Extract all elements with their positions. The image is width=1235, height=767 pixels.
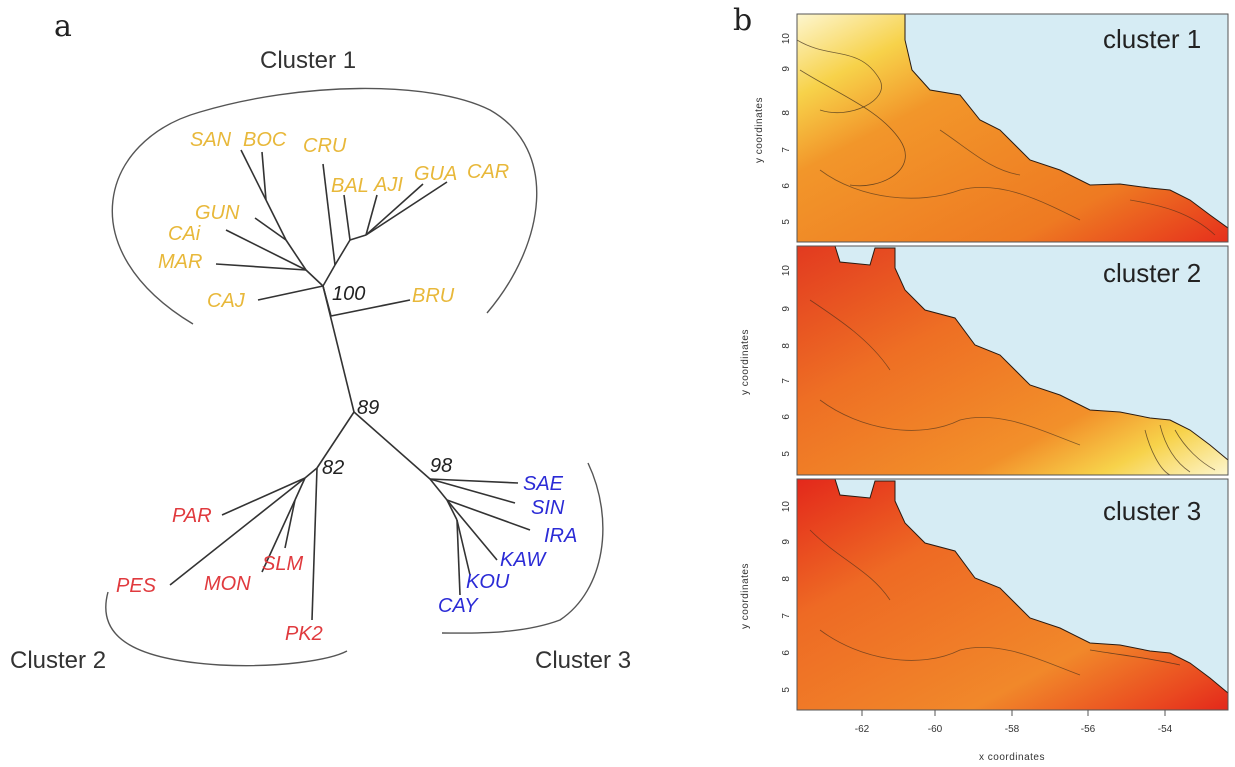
leaf-label: BAL <box>331 175 369 197</box>
svg-text:9: 9 <box>781 306 792 312</box>
leaf-label: SLM <box>262 553 303 575</box>
leaf-label: PAR <box>172 505 212 527</box>
cluster-2-leaves: PAR PES MON SLM PK2 <box>116 505 323 645</box>
y-axis-label: y coordinates <box>754 97 765 163</box>
cluster-1-arc <box>111 87 538 325</box>
leaf-label: BOC <box>243 129 287 151</box>
cluster-3-title: Cluster 3 <box>535 647 631 674</box>
svg-text:7: 7 <box>781 147 792 153</box>
svg-text:10: 10 <box>781 265 792 277</box>
svg-text:9: 9 <box>781 66 792 72</box>
svg-text:10: 10 <box>781 33 792 45</box>
svg-text:5: 5 <box>781 687 792 693</box>
tree-branches <box>169 149 531 621</box>
y-axis-ticks: 10 9 8 7 6 5 <box>781 501 792 693</box>
map-title: cluster 1 <box>1103 24 1201 54</box>
map-cluster-1: cluster 1 10 9 8 7 6 5 y coordinates <box>754 13 1229 243</box>
svg-text:6: 6 <box>781 650 792 656</box>
svg-text:5: 5 <box>781 219 792 225</box>
leaf-label: KOU <box>466 571 510 593</box>
cluster-1-leaves: SAN BOC CRU BAL AJI GUA CAR GUN CAi MAR … <box>158 129 509 312</box>
y-axis-ticks: 10 9 8 7 6 5 <box>781 33 792 225</box>
leaf-label: MAR <box>158 251 202 273</box>
y-axis-label: y coordinates <box>740 329 751 395</box>
panel-a-letter: a <box>54 9 72 44</box>
svg-text:8: 8 <box>781 110 792 116</box>
leaf-label: PK2 <box>285 623 323 645</box>
svg-text:8: 8 <box>781 343 792 349</box>
svg-text:9: 9 <box>781 539 792 545</box>
cluster-2-title: Cluster 2 <box>10 647 106 674</box>
leaf-label: CRU <box>303 135 347 157</box>
map-cluster-3: cluster 3 10 9 8 7 6 5 y coordinates <box>740 478 1229 711</box>
x-axis: -62 -60 -58 -56 -54 x coordinates <box>855 710 1173 763</box>
svg-text:7: 7 <box>781 613 792 619</box>
leaf-label: PES <box>116 575 157 597</box>
leaf-label: BRU <box>412 285 455 307</box>
bootstrap-value: 82 <box>322 457 344 479</box>
leaf-label: KAW <box>500 549 547 571</box>
leaf-label: IRA <box>544 525 577 547</box>
y-axis-ticks: 10 9 8 7 6 5 <box>781 265 792 457</box>
leaf-label: CAY <box>438 595 479 617</box>
leaf-label: GUN <box>195 202 240 224</box>
cluster-3-arc <box>441 462 604 634</box>
land-heatmap <box>797 479 1228 710</box>
leaf-label: CAJ <box>207 290 246 312</box>
x-tick: -58 <box>1005 724 1020 735</box>
y-axis-label: y coordinates <box>740 563 751 629</box>
panel-b-letter: b <box>733 3 752 38</box>
svg-text:7: 7 <box>781 378 792 384</box>
x-tick: -62 <box>855 724 870 735</box>
panel-b-maps: b cluster 1 10 9 8 7 6 5 <box>733 3 1229 763</box>
svg-text:8: 8 <box>781 576 792 582</box>
bootstrap-value: 89 <box>357 397 379 419</box>
leaf-label: SAN <box>190 129 232 151</box>
leaf-label: MON <box>204 573 251 595</box>
svg-text:6: 6 <box>781 183 792 189</box>
cluster-1-title: Cluster 1 <box>260 47 356 74</box>
svg-text:6: 6 <box>781 414 792 420</box>
x-tick: -60 <box>928 724 943 735</box>
map-title: cluster 2 <box>1103 258 1201 288</box>
x-tick: -56 <box>1081 724 1096 735</box>
bootstrap-value: 100 <box>332 283 365 305</box>
panel-a-tree: a <box>10 9 631 674</box>
land-heatmap <box>797 14 1228 242</box>
bootstrap-value: 98 <box>430 455 452 477</box>
leaf-label: SIN <box>531 497 565 519</box>
svg-text:10: 10 <box>781 501 792 513</box>
x-tick: -54 <box>1158 724 1173 735</box>
map-cluster-2: cluster 2 10 9 8 7 6 5 y coordinates <box>740 245 1229 476</box>
leaf-label: CAi <box>168 223 201 245</box>
x-axis-label: x coordinates <box>979 752 1045 763</box>
cluster-2-arc <box>105 591 348 667</box>
cluster-3-leaves: SAE SIN IRA KAW KOU CAY <box>438 473 577 617</box>
map-title: cluster 3 <box>1103 496 1201 526</box>
svg-text:5: 5 <box>781 451 792 457</box>
leaf-label: SAE <box>523 473 564 495</box>
leaf-label: GUA <box>414 163 457 185</box>
leaf-label: AJI <box>373 174 403 196</box>
leaf-label: CAR <box>467 161 509 183</box>
land-heatmap <box>797 246 1228 475</box>
